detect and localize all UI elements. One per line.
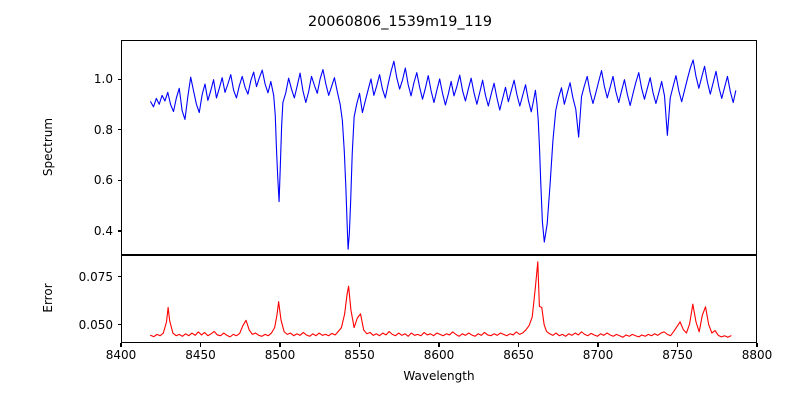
x-tick-mark xyxy=(279,343,281,347)
x-tick-label: 8650 xyxy=(503,348,534,362)
y-tick-label: 0.8 xyxy=(93,122,113,137)
x-tick-mark xyxy=(517,343,520,347)
y-tick-mark xyxy=(117,78,121,80)
x-tick-mark xyxy=(756,343,758,347)
error-plot-panel xyxy=(121,255,757,343)
x-tick-mark xyxy=(358,343,361,347)
x-tick-mark xyxy=(676,343,679,347)
x-tick-mark xyxy=(199,343,202,347)
error-y-tick-mark xyxy=(117,324,121,326)
spectrum-axis-label: Spectrum xyxy=(41,117,55,176)
x-tick-label: 8400 xyxy=(105,348,137,362)
wavelength-axis-label: Wavelength xyxy=(403,369,475,383)
x-tick-mark xyxy=(597,343,599,347)
error-y-tick-mark xyxy=(117,276,121,278)
x-tick-label: 8500 xyxy=(264,348,296,362)
x-tick-label: 8600 xyxy=(423,348,455,362)
x-tick-label: 8700 xyxy=(582,348,614,362)
error-y-tick-label: 0.050 xyxy=(78,317,113,332)
y-tick-mark xyxy=(117,230,121,232)
y-tick-mark xyxy=(117,179,121,181)
x-tick-label: 8550 xyxy=(344,348,375,362)
x-tick-label: 8750 xyxy=(662,348,693,362)
x-tick-label: 8450 xyxy=(185,348,216,362)
error-axis-label: Error xyxy=(41,283,55,313)
y-tick-label: 0.4 xyxy=(93,223,113,238)
y-tick-mark xyxy=(117,129,121,131)
y-tick-label: 0.6 xyxy=(93,173,113,188)
x-tick-label: 8800 xyxy=(741,348,773,362)
spectrum-plot-panel xyxy=(121,40,757,255)
page-title: 20060806_1539m19_119 xyxy=(307,14,493,30)
spectrum-line-chart xyxy=(150,59,737,250)
x-tick-mark xyxy=(438,343,440,347)
error-line-chart xyxy=(150,261,732,338)
y-tick-label: 1.0 xyxy=(93,72,113,87)
error-y-tick-label: 0.075 xyxy=(78,269,113,284)
x-tick-mark xyxy=(120,343,122,347)
